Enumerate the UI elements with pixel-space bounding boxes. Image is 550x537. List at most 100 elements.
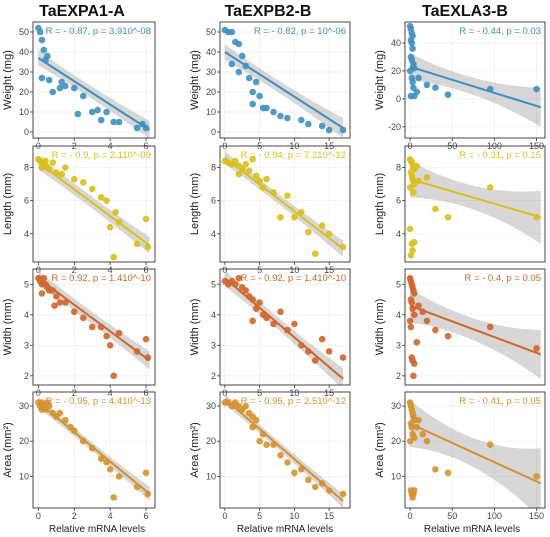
data-point	[88, 185, 96, 193]
x-tick-label: 0	[222, 511, 227, 521]
data-point	[228, 60, 236, 68]
x-tick-label: 50	[447, 511, 457, 521]
panel-taexla3-b-width: 2 3 4 5 Width (mm) R = - 0.4, p = 0.05	[374, 268, 546, 386]
regression-line	[224, 156, 344, 250]
y-axis-label: Weight (mg)	[374, 50, 386, 110]
y-tick-label: 50	[206, 27, 216, 37]
y-tick-label: 3	[396, 340, 401, 350]
data-point	[259, 430, 267, 438]
data-point	[61, 164, 69, 171]
data-point	[407, 323, 415, 331]
data-point	[142, 335, 150, 343]
data-point	[144, 354, 152, 361]
data-point	[423, 437, 431, 445]
y-tick-label: 8	[211, 163, 216, 173]
data-point	[45, 402, 53, 410]
data-point	[94, 106, 101, 114]
data-point	[311, 250, 319, 258]
y-tick-label: 50	[19, 27, 29, 37]
y-tick-label: -20	[388, 122, 401, 132]
x-tick-label: 6	[144, 511, 149, 521]
y-tick-label: 2	[211, 371, 216, 381]
data-point	[88, 108, 96, 116]
plot-area	[35, 24, 151, 138]
data-point	[284, 114, 291, 122]
data-point	[304, 120, 312, 128]
panel-border	[32, 391, 156, 509]
data-point	[56, 84, 64, 92]
confidence-band	[410, 160, 541, 244]
data-point	[249, 296, 256, 303]
data-point	[252, 78, 260, 86]
data-point	[432, 205, 439, 213]
data-point	[110, 372, 118, 380]
data-point	[432, 466, 439, 473]
stat-annotation: R = - 0.4, p = 0.05	[464, 273, 541, 284]
data-point	[406, 184, 414, 191]
data-point	[38, 74, 46, 82]
data-point	[406, 437, 414, 445]
plot-area	[35, 270, 152, 380]
data-point	[298, 116, 305, 124]
data-point	[49, 159, 57, 166]
y-tick-label: 20	[391, 436, 401, 446]
data-point	[486, 184, 494, 191]
y-tick-label: 0	[396, 94, 401, 104]
data-point	[106, 342, 114, 349]
data-point	[235, 170, 243, 178]
column-title-taexpb2b: TaEXPB2-B	[225, 3, 312, 20]
y-tick-label: 10	[206, 471, 216, 481]
data-point	[284, 459, 291, 466]
data-point	[235, 68, 243, 76]
y-tick-label: 20	[19, 87, 29, 97]
y-tick-label: 5	[396, 279, 401, 289]
data-point	[410, 189, 417, 196]
y-tick-label: 5	[211, 279, 216, 289]
data-point	[298, 342, 305, 349]
data-point	[291, 469, 298, 477]
x-tick-label: 15	[324, 511, 334, 521]
data-point	[270, 189, 277, 196]
data-point	[103, 108, 110, 116]
data-point	[38, 164, 46, 171]
y-axis-label: Weight (mg)	[189, 50, 201, 110]
x-tick-label: 2	[72, 511, 77, 521]
panel-border	[404, 145, 546, 263]
data-point	[70, 84, 78, 92]
panel-taexpb2-b-length: 468051015Length (mm)R = - 0.94, p = 7.21…	[189, 145, 351, 275]
data-point	[115, 473, 123, 480]
regression-line	[37, 161, 151, 247]
y-axis-label: Weight (mg)	[2, 50, 14, 110]
data-point	[97, 116, 105, 124]
data-point	[339, 126, 347, 134]
data-point	[318, 335, 326, 343]
data-point	[325, 348, 333, 355]
data-point	[79, 92, 87, 100]
data-point	[304, 476, 312, 484]
data-point	[406, 225, 414, 233]
x-axis-label-col1: Relative mRNA levels	[49, 524, 145, 535]
data-point	[415, 302, 422, 309]
data-point	[284, 192, 291, 200]
data-point	[115, 118, 123, 126]
data-point	[103, 332, 110, 340]
data-point	[318, 222, 326, 229]
data-point	[311, 357, 319, 364]
y-tick-label: 6	[396, 196, 401, 206]
data-point	[413, 423, 421, 431]
data-point	[56, 409, 64, 417]
panel-border	[219, 268, 351, 386]
data-point	[270, 108, 277, 116]
data-point	[270, 441, 277, 449]
data-point	[263, 441, 270, 449]
data-point	[40, 46, 48, 54]
y-tick-label: 5	[24, 279, 29, 289]
data-point	[406, 67, 414, 75]
panel-taexla3-b-area: 10 20 30 0 50 100 150 Area (mm²) R = - 0.41, p =…	[374, 391, 546, 521]
y-tick-label: 30	[206, 67, 216, 77]
data-point	[486, 323, 494, 331]
data-point	[242, 402, 250, 410]
regression-line	[224, 398, 344, 502]
data-point	[44, 52, 51, 60]
x-tick-label: 0	[36, 511, 41, 521]
